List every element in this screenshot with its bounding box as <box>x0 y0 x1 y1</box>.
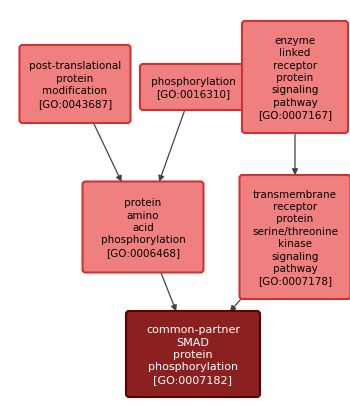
Text: common-partner
SMAD
protein
phosphorylation
[GO:0007182]: common-partner SMAD protein phosphorylat… <box>146 325 240 384</box>
FancyBboxPatch shape <box>239 176 350 299</box>
FancyBboxPatch shape <box>242 22 348 134</box>
Text: post-translational
protein
modification
[GO:0043687]: post-translational protein modification … <box>29 61 121 108</box>
Text: enzyme
linked
receptor
protein
signaling
pathway
[GO:0007167]: enzyme linked receptor protein signaling… <box>258 36 332 120</box>
FancyBboxPatch shape <box>20 46 131 124</box>
FancyBboxPatch shape <box>83 182 203 273</box>
Text: protein
amino
acid
phosphorylation
[GO:0006468]: protein amino acid phosphorylation [GO:0… <box>101 198 186 257</box>
Text: phosphorylation
[GO:0016310]: phosphorylation [GO:0016310] <box>150 77 235 99</box>
FancyBboxPatch shape <box>140 65 246 111</box>
FancyBboxPatch shape <box>126 311 260 397</box>
Text: transmembrane
receptor
protein
serine/threonine
kinase
signaling
pathway
[GO:000: transmembrane receptor protein serine/th… <box>252 189 338 286</box>
